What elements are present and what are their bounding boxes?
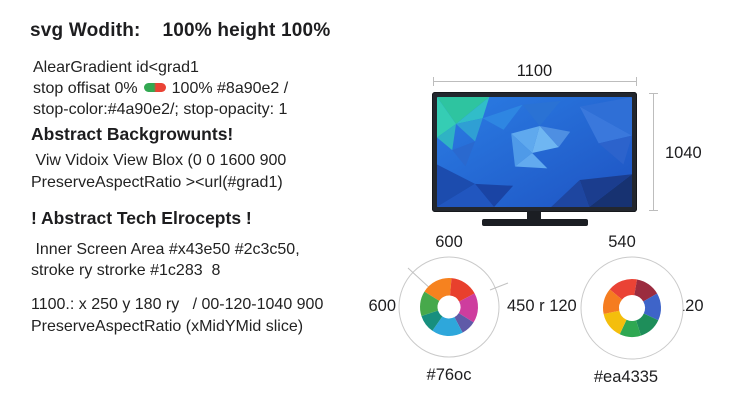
wheel-segment [603, 289, 623, 315]
wheel-segment [636, 313, 659, 336]
wheel-segment [619, 319, 641, 337]
gradient-spec-line3: stop-color:#4a90e2/; stop-opacity: 1 [33, 101, 288, 118]
color-wheel-a [398, 256, 509, 358]
wheel-segment [458, 293, 478, 323]
wheel-b-top-label: 540 [608, 233, 636, 251]
gradient-spec-block: AlearGradient id<grad1 stop offisat 0% 10… [33, 57, 288, 120]
wheel-a-left-label: 600 [368, 297, 396, 315]
tv-illustration [432, 92, 637, 212]
tv-width-dimension-line [433, 77, 637, 86]
page-title: svg Wodith: 100% height 100% [30, 20, 331, 41]
wheel-segment [634, 279, 658, 302]
wheel-segment [420, 291, 440, 316]
tv-stand-base [482, 219, 588, 226]
wheel-a-outer-circle [398, 256, 500, 358]
wheel-a-leader-line-right [489, 282, 509, 291]
gradient-stop-pill-icon [143, 83, 166, 93]
rect-spec-line2: PreserveAspectRatio (xMidYMid slice) [31, 318, 304, 335]
wheel-segment [424, 278, 452, 301]
gradient-spec-line2-before: stop offisat 0% [33, 80, 138, 97]
wheel-segment [450, 278, 475, 302]
tv-stand-neck [527, 211, 541, 220]
wheel-b-outer-circle [580, 256, 684, 360]
wheel-segment [454, 313, 474, 333]
tv-height-dimension-line [649, 93, 658, 211]
rect-spec-line1: 1100.: x 250 y 180 ry / 00-120-1040 900 [31, 296, 324, 313]
tech-section-heading: ! Abstract Tech Elrocepts ! [31, 208, 252, 228]
wheel-segment [432, 316, 463, 336]
gradient-spec-line2: stop offisat 0% 100% #8a90e2 / [33, 78, 288, 99]
tv-height-dimension-label: 1040 [665, 144, 702, 162]
background-section-heading: Abstract Backgrowunts! [31, 124, 234, 144]
wheel-segment [603, 310, 627, 335]
tech-section-line1: Inner Screen Area #x43e50 #2c3c50, [31, 241, 300, 258]
wheel-a-right-label: 450 r 120 [507, 297, 577, 315]
gradient-spec-line1: AlearGradient id<grad1 [33, 59, 199, 76]
wheel-segment [421, 310, 443, 331]
wheel-segment [609, 279, 638, 300]
wheel-b-caption: #ea4335 [593, 368, 659, 386]
wheel-segment [643, 293, 661, 321]
tech-section-line2: stroke ry strorke #1c283 8 [31, 262, 221, 279]
wheel-a-caption: #76oc [426, 366, 472, 384]
background-section-line1: Viw Vidoix View Blox (0 0 1600 900 [31, 152, 287, 169]
color-wheel-b [580, 256, 684, 360]
tv-screen-lowpoly-art [437, 97, 632, 207]
background-section-line2: PreserveAspectRatio ><url(#grad1) [31, 174, 283, 191]
tv-width-dimension-label: 1100 [516, 62, 553, 80]
wheel-a-top-label: 600 [435, 233, 463, 251]
gradient-spec-line2-after: 100% #8a90e2 / [171, 80, 289, 97]
